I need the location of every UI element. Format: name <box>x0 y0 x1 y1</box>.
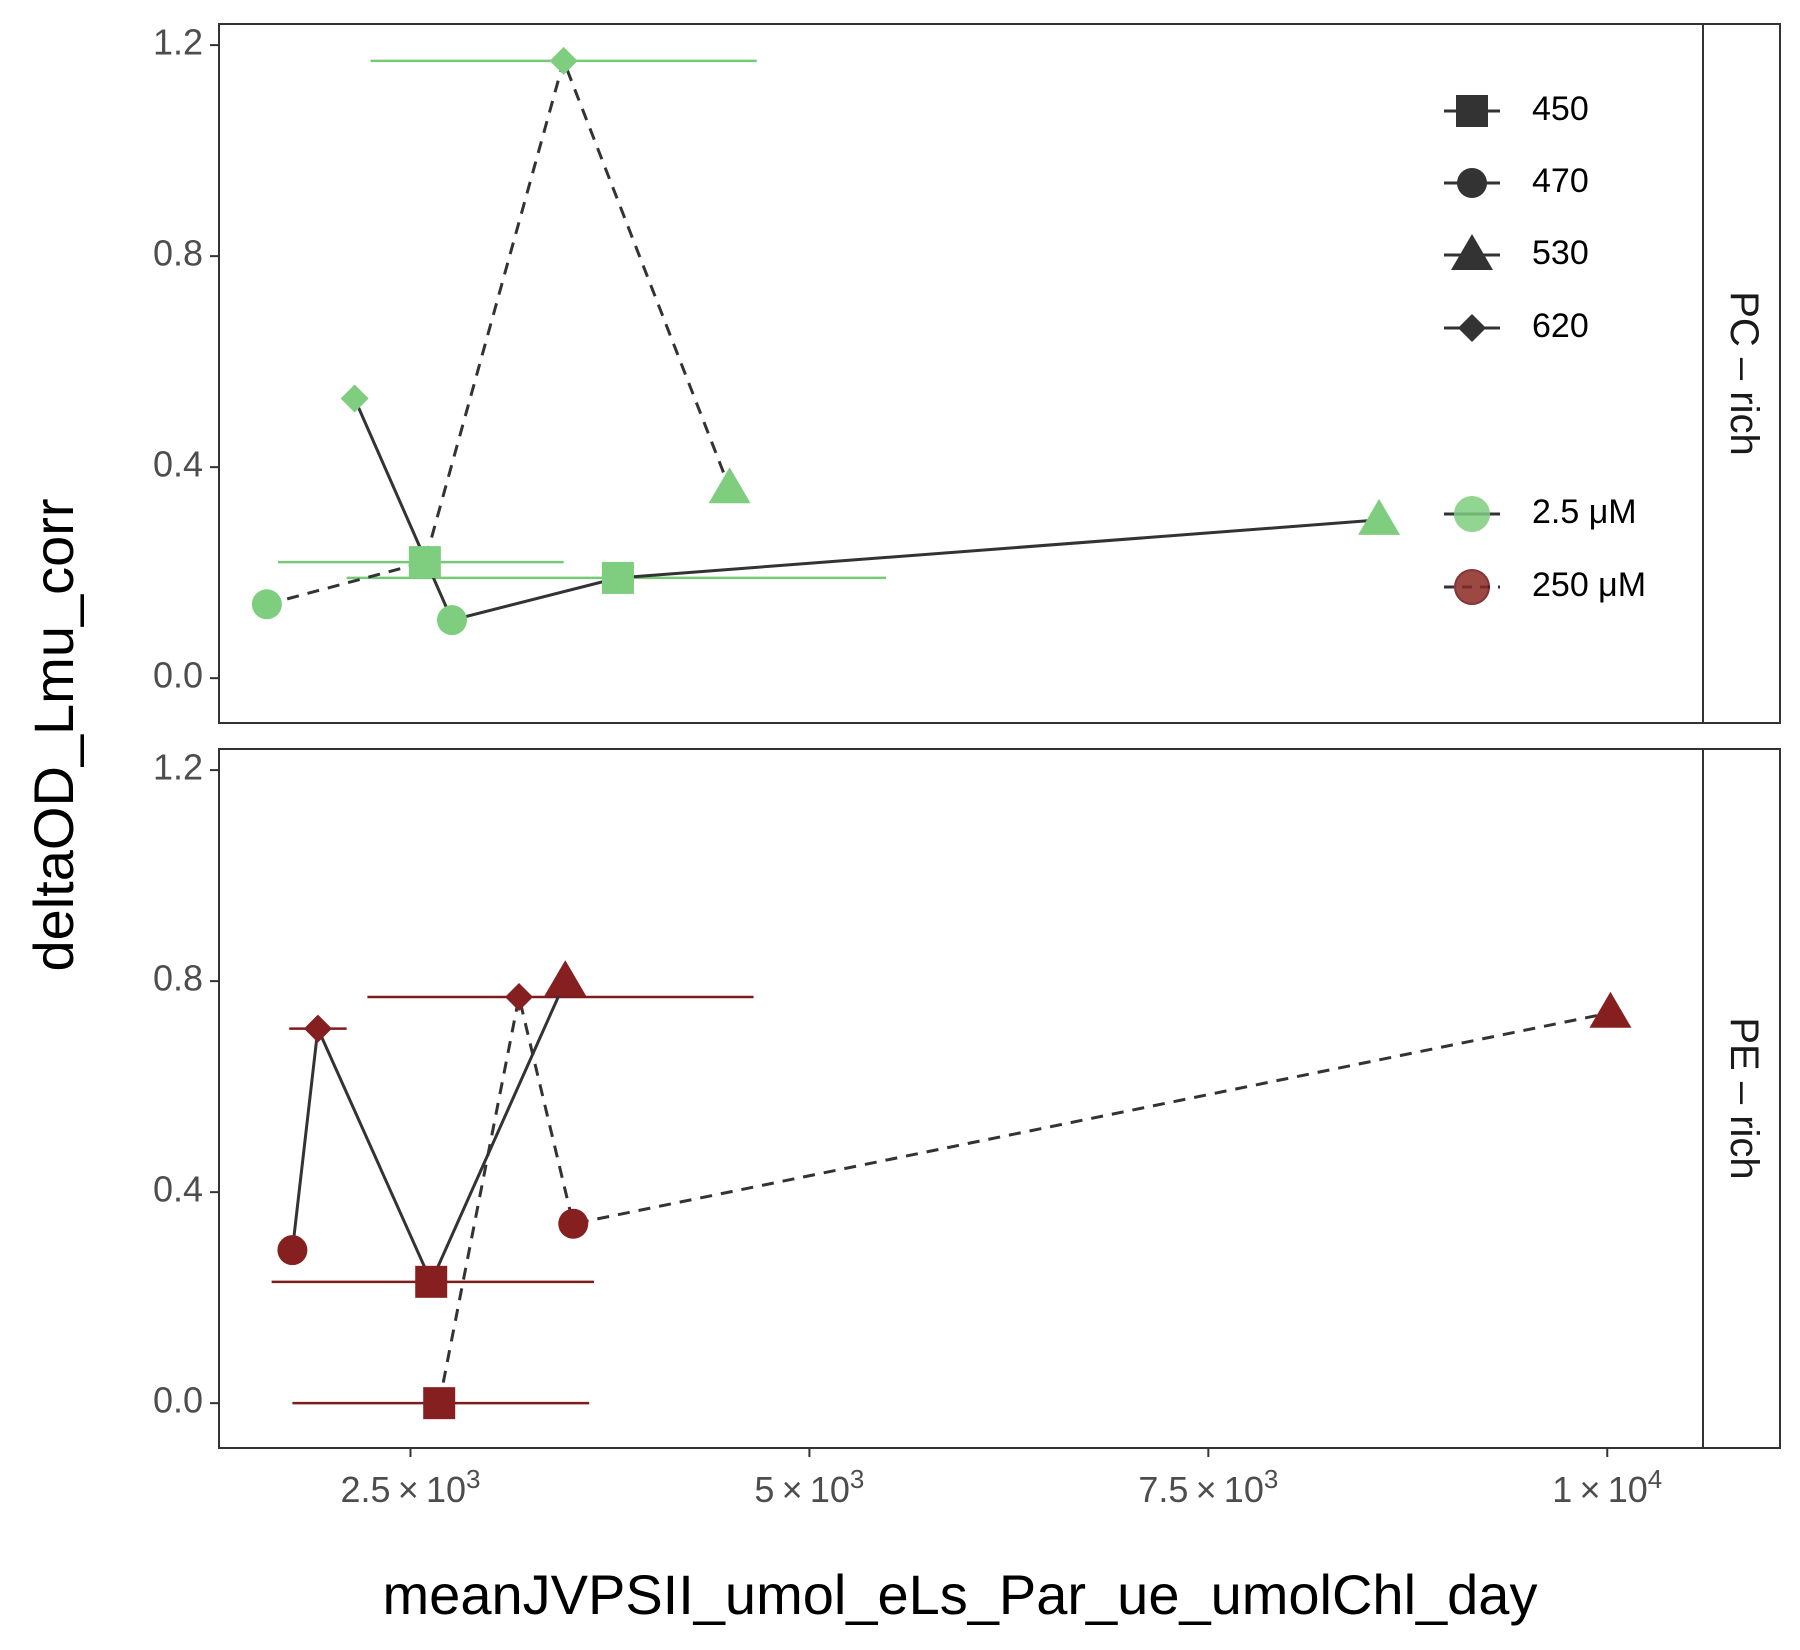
data-point-square <box>601 561 634 594</box>
legend-key-circle <box>1454 496 1490 532</box>
y-tick-label: 0.0 <box>153 1380 203 1421</box>
legend-key-square <box>1456 95 1488 127</box>
legend-key-circle <box>1454 569 1490 605</box>
panel-border <box>218 748 1704 1449</box>
data-point-triangle <box>1589 991 1632 1028</box>
legend-label: 450 <box>1532 90 1589 128</box>
data-point-diamond <box>303 1014 332 1043</box>
x-axis-title: meanJVPSII_umol_eLs_Par_ue_umolChl_day <box>383 1563 1538 1626</box>
legend-key-triangle <box>1451 234 1493 270</box>
legend-key-diamond <box>1458 314 1486 342</box>
legend-label: 470 <box>1532 162 1589 200</box>
legend-label: 620 <box>1532 307 1589 345</box>
panel-border <box>218 23 1704 724</box>
y-tick-label: 0.4 <box>153 444 203 485</box>
data-point-diamond <box>549 46 578 75</box>
data-point-square <box>415 1265 448 1298</box>
y-tick-label: 0.8 <box>153 958 203 999</box>
x-tick-label: 7.5 × 103 <box>1138 1464 1278 1510</box>
y-tick-label: 0.4 <box>153 1169 203 1210</box>
strip-label: PE – rich <box>1722 1017 1766 1179</box>
legend-key-circle <box>1457 168 1487 198</box>
y-tick-label: 1.2 <box>153 22 203 63</box>
strip-box <box>1702 748 1781 1449</box>
strip-box <box>1702 23 1781 724</box>
strip-label: PC – rich <box>1722 291 1766 456</box>
data-point-triangle <box>708 467 751 504</box>
series-line-250uM <box>437 996 1611 1404</box>
data-point-triangle <box>544 960 587 997</box>
data-point-triangle <box>1358 498 1401 535</box>
series-line-250uM <box>266 56 731 606</box>
data-point-circle <box>558 1208 589 1239</box>
data-point-circle <box>277 1235 308 1266</box>
panel-pc-rich: 0.0 0.4 0.8 1.2 PC – rich <box>153 22 1781 724</box>
y-tick-label: 0.0 <box>153 655 203 696</box>
data-point-diamond <box>504 982 533 1011</box>
y-tick-label: 1.2 <box>153 747 203 788</box>
data-point-square <box>408 546 441 579</box>
x-tick-label: 5 × 103 <box>754 1464 864 1510</box>
legend-label: 530 <box>1532 234 1589 272</box>
x-tick-label: 2.5 × 103 <box>340 1464 480 1510</box>
data-point-circle <box>436 605 467 636</box>
legend-label: 250 μM <box>1532 566 1646 604</box>
data-point-circle <box>251 589 282 620</box>
legend: 450 470 530 620 2.5 μM 250 μM <box>1444 90 1646 605</box>
series-line-2-5uM <box>353 397 1380 622</box>
y-tick-label: 0.8 <box>153 233 203 274</box>
data-point-diamond <box>340 384 369 413</box>
series-line-2-5uM <box>290 980 567 1286</box>
data-point-square <box>423 1387 456 1420</box>
legend-label: 2.5 μM <box>1532 493 1637 531</box>
panel-pe-rich: 0.0 0.4 0.8 1.2 2.5 × 103 5 × 103 7.5 × 103 1 ×… <box>153 747 1781 1510</box>
x-tick-label: 1 × 104 <box>1552 1464 1662 1510</box>
y-axis-title: deltaOD_Lmu_corr <box>22 498 85 971</box>
